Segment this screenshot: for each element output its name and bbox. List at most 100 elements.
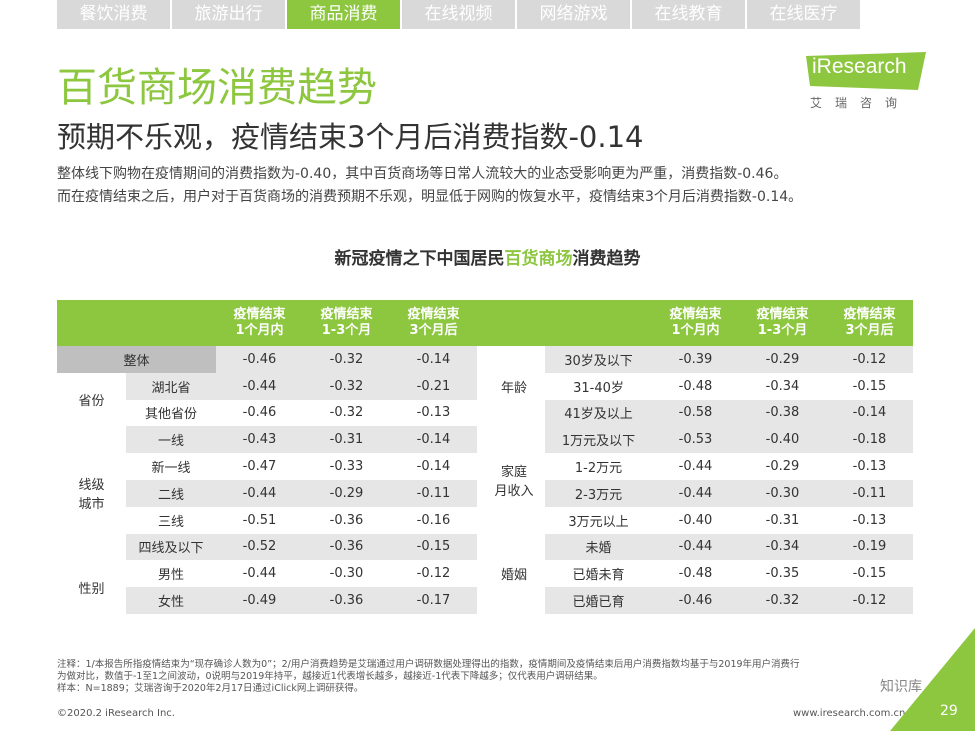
table-title-post: 消费趋势 <box>572 249 641 269</box>
table-row: 新一线 -0.47 -0.33 -0.14 1-2万元 -0.44 -0.29 … <box>57 453 913 480</box>
value-cell: -0.48 <box>652 372 739 400</box>
table-header-row: 疫情结束 1个月内 疫情结束 1-3个月 疫情结束 3个月后 疫情结束 1个月内 疫情结… <box>57 300 913 346</box>
value-cell: -0.46 <box>216 346 303 373</box>
header-col-1-3m: 疫情结束 1-3个月 <box>739 300 826 346</box>
header-text: 1-3个月 <box>321 323 372 338</box>
value-cell: -0.44 <box>652 479 739 507</box>
footnote-line: 样本：N=1889；艾瑞咨询于2020年2月17日通过iClick网上调研获得。 <box>57 683 364 694</box>
value-cell: -0.34 <box>739 372 826 400</box>
value-cell: -0.13 <box>826 453 913 480</box>
page-subtitle: 预期不乐观，疫情结束3个月后消费指数-0.14 <box>57 120 644 154</box>
header-blank <box>483 300 545 346</box>
table-title: 新冠疫情之下中国居民百货商场消费趋势 <box>0 244 975 269</box>
value-cell: -0.30 <box>303 560 390 588</box>
value-cell: -0.12 <box>390 560 477 588</box>
tab-online-medical[interactable]: 在线医疗 <box>747 0 860 29</box>
separator <box>477 346 483 373</box>
value-cell: -0.40 <box>739 426 826 454</box>
value-cell: -0.16 <box>390 506 477 534</box>
header-text: 疫情结束 <box>669 307 722 322</box>
value-cell: -0.43 <box>216 426 303 454</box>
value-cell: -0.14 <box>390 453 477 480</box>
tab-goods[interactable]: 商品消费 <box>287 0 400 29</box>
group-label-line: 城市 <box>78 497 105 513</box>
header-text: 疫情结束 <box>320 307 373 322</box>
value-cell: -0.30 <box>739 479 826 507</box>
value-cell: -0.44 <box>216 479 303 507</box>
value-cell: -0.48 <box>652 560 739 588</box>
row-label: 新一线 <box>126 453 216 480</box>
header-text: 3个月后 <box>409 323 458 338</box>
value-cell: -0.46 <box>652 587 739 614</box>
separator <box>477 560 483 588</box>
tab-travel[interactable]: 旅游出行 <box>172 0 285 29</box>
row-label: 2-3万元 <box>545 479 652 507</box>
value-cell: -0.53 <box>652 426 739 454</box>
value-cell: -0.36 <box>303 506 390 534</box>
value-cell: -0.32 <box>303 346 390 373</box>
table-row: 性别 男性 -0.44 -0.30 -0.12 已婚未育 -0.48 -0.35… <box>57 560 913 614</box>
consumption-trend-table: 疫情结束 1个月内 疫情结束 1-3个月 疫情结束 3个月后 疫情结束 1个月内 疫情结… <box>57 300 913 614</box>
separator <box>477 479 483 507</box>
value-cell: -0.17 <box>390 587 477 614</box>
value-cell: -0.15 <box>390 533 477 561</box>
row-label: 未婚 <box>545 533 652 561</box>
row-label: 其他省份 <box>126 399 216 427</box>
page-title: 百货商场消费趋势 <box>57 65 377 111</box>
value-cell: -0.36 <box>303 587 390 614</box>
value-cell: -0.52 <box>216 533 303 561</box>
value-cell: -0.44 <box>216 560 303 588</box>
value-cell: -0.29 <box>739 453 826 480</box>
table-row: 女性 -0.49 -0.36 -0.17 已婚已育 -0.46 -0.32 -0… <box>57 587 913 614</box>
value-cell: -0.36 <box>303 533 390 561</box>
value-cell: -0.21 <box>390 372 477 400</box>
table-title-highlight: 百货商场 <box>504 249 573 269</box>
page-number: 29 <box>940 703 958 719</box>
logo-word: iResearch <box>812 55 907 78</box>
website-link[interactable]: www.iresearch.com.cn <box>793 708 906 719</box>
row-label: 整体 <box>57 346 216 373</box>
value-cell: -0.51 <box>216 506 303 534</box>
tab-online-video[interactable]: 在线视频 <box>402 0 515 29</box>
value-cell: -0.13 <box>826 506 913 534</box>
value-cell: -0.34 <box>739 533 826 561</box>
tab-dining[interactable]: 餐饮消费 <box>57 0 170 29</box>
value-cell: -0.18 <box>826 426 913 454</box>
value-cell: -0.44 <box>216 372 303 400</box>
row-label: 三线 <box>126 506 216 534</box>
value-cell: -0.58 <box>652 399 739 427</box>
value-cell: -0.32 <box>303 372 390 400</box>
value-cell: -0.32 <box>303 399 390 427</box>
footnote-line: 注释：1/本报告所指疫情结束为“现存确诊人数为0”；2/用户消费趋势是艾瑞通过用… <box>57 659 800 670</box>
header-text: 疫情结束 <box>233 307 286 322</box>
header-col-3m: 疫情结束 3个月后 <box>390 300 477 346</box>
row-label: 已婚已育 <box>545 587 652 614</box>
iresearch-logo: iResearch 艾瑞咨询 <box>806 52 928 114</box>
row-label: 女性 <box>126 587 216 614</box>
value-cell: -0.38 <box>739 399 826 427</box>
value-cell: -0.44 <box>652 533 739 561</box>
tab-online-education[interactable]: 在线教育 <box>632 0 745 29</box>
description-line: 整体线下购物在疫情期间的消费指数为-0.40，其中百货商场等日常人流较大的业态受… <box>57 166 788 182</box>
row-label: 41岁及以上 <box>545 399 652 427</box>
table-row: 省份 湖北省 -0.44 -0.32 -0.21 31-40岁 -0.48 -0… <box>57 372 913 427</box>
value-cell: -0.14 <box>826 399 913 427</box>
row-label: 四线及以下 <box>126 533 216 561</box>
value-cell: -0.13 <box>390 399 477 427</box>
tab-online-games[interactable]: 网络游戏 <box>517 0 630 29</box>
value-cell: -0.47 <box>216 453 303 480</box>
row-label: 已婚未育 <box>545 560 652 588</box>
watermark: 知识库 <box>880 679 922 695</box>
row-label: 湖北省 <box>126 372 216 400</box>
table-row: 四线及以下 -0.52 -0.36 -0.15 婚姻 未婚 -0.44 -0.3… <box>57 533 913 614</box>
value-cell: -0.44 <box>652 453 739 480</box>
row-label: 二线 <box>126 479 216 507</box>
row-label: 3万元以上 <box>545 506 652 534</box>
value-cell: -0.35 <box>739 560 826 588</box>
row-label: 男性 <box>126 560 216 588</box>
table-row: 三线 -0.51 -0.36 -0.16 3万元以上 -0.40 -0.31 -… <box>57 506 913 534</box>
header-blank <box>126 300 216 346</box>
header-col-3m: 疫情结束 3个月后 <box>826 300 913 346</box>
footnote: 注释：1/本报告所指疫情结束为“现存确诊人数为0”；2/用户消费趋势是艾瑞通过用… <box>57 659 917 695</box>
value-cell: -0.49 <box>216 587 303 614</box>
